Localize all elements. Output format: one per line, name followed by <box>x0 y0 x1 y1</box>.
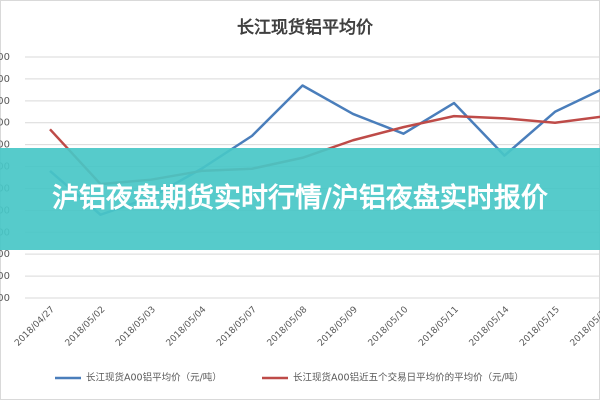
y-tick-label: 14300 <box>0 140 10 151</box>
legend-label: 长江现货A00铝近五个交易日平均价的平均价（元/吨） <box>293 372 524 384</box>
y-tick-label: 14500 <box>0 96 10 107</box>
y-tick-label: 13800 <box>0 249 10 260</box>
y-tick-label: 14400 <box>0 118 10 129</box>
y-tick-label: 14700 <box>0 52 10 63</box>
y-tick-label: 13600 <box>0 293 10 304</box>
overlay-banner: 泸铝夜盘期货实时行情/沪铝夜盘实时报价 <box>0 148 600 250</box>
y-tick-label: 13700 <box>0 271 10 282</box>
y-tick-label: 14600 <box>0 74 10 85</box>
legend-label: 长江现货A00铝平均价（元/吨） <box>86 372 222 384</box>
overlay-title: 泸铝夜盘期货实时行情/沪铝夜盘实时报价 <box>52 183 548 214</box>
chart-title: 长江现货铝平均价 <box>237 17 374 38</box>
